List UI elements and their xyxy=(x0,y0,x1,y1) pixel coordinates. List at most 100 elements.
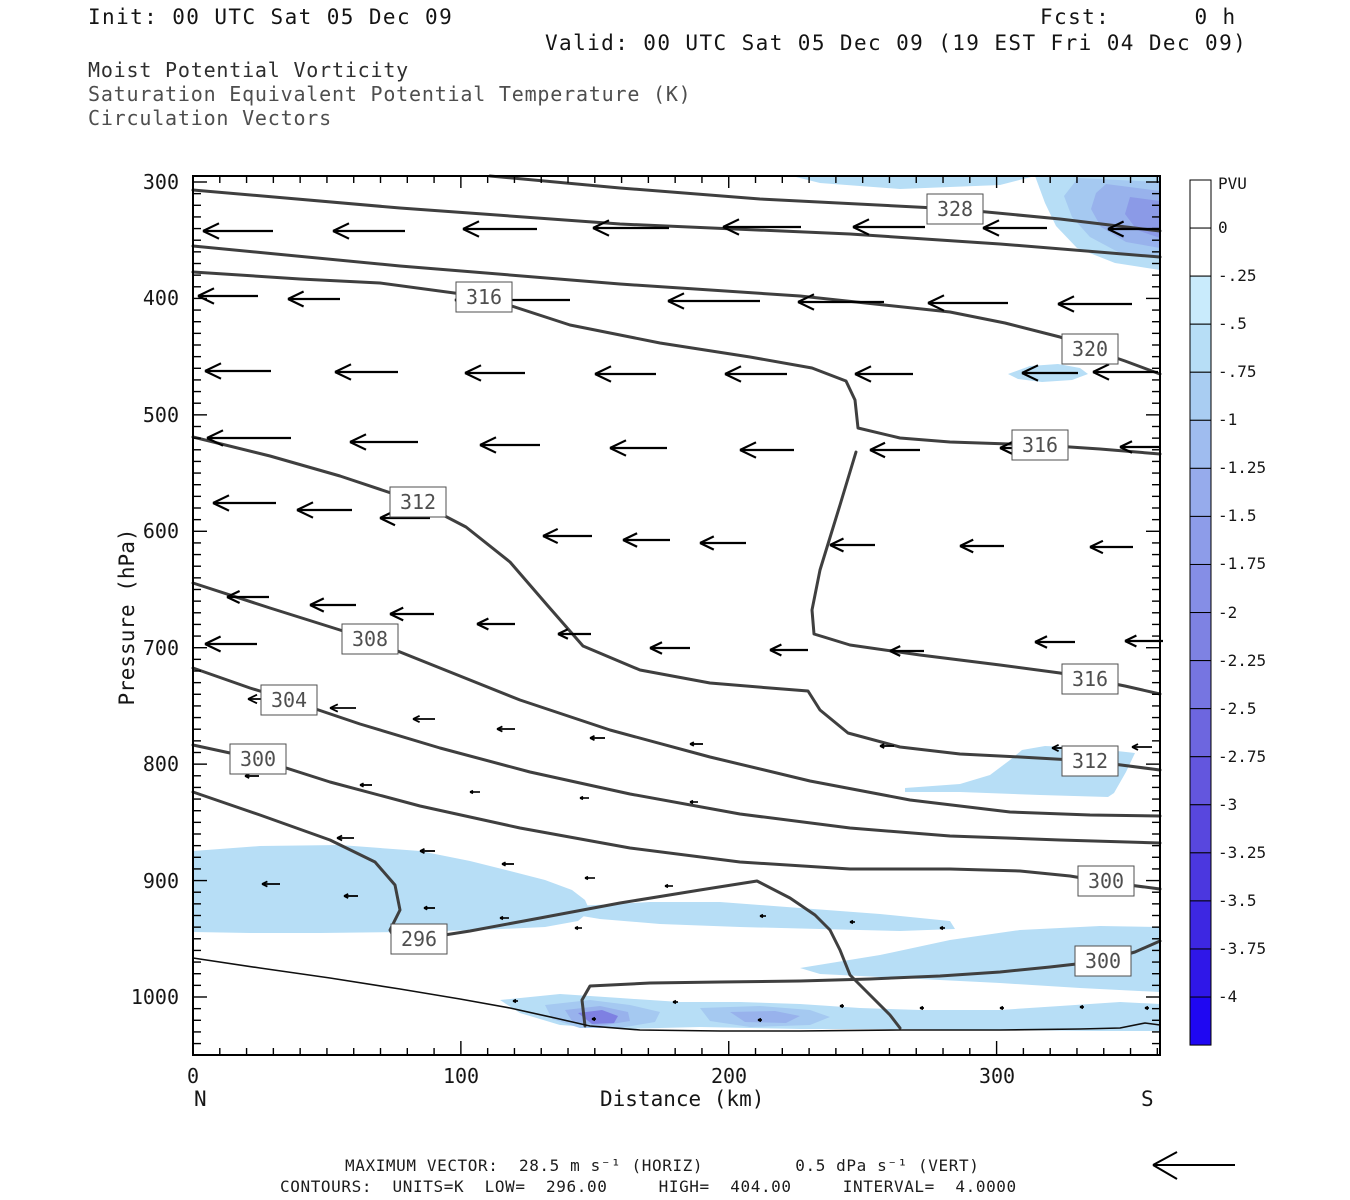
circulation-vector xyxy=(389,606,434,622)
colorbar-segment xyxy=(1189,708,1212,758)
circulation-vector xyxy=(501,861,514,867)
svg-text:316: 316 xyxy=(1022,433,1058,457)
reference-vector-arrow xyxy=(1152,1151,1235,1180)
max-vector-label: MAXIMUM VECTOR: 28.5 m s⁻¹ (HORIZ) 0.5 d… xyxy=(345,1156,980,1175)
colorbar-tick-label: -2 xyxy=(1218,603,1238,622)
colorbar-tick-label: -2.75 xyxy=(1218,747,1267,766)
colorbar-tick-label: -3.5 xyxy=(1218,891,1257,910)
colorbar-tick-label: -4 xyxy=(1218,987,1238,1006)
colorbar-tick-label: -1.25 xyxy=(1218,458,1267,477)
theta-contour-line xyxy=(191,435,1162,772)
circulation-vector xyxy=(919,1005,924,1011)
theta-contour-line xyxy=(191,244,1162,376)
circulation-vector xyxy=(839,1003,844,1009)
valid-time-label: Valid: 00 UTC Sat 05 Dec 09 (19 EST Fri … xyxy=(545,31,1248,55)
colorbar-tick-label: -2.5 xyxy=(1218,699,1257,718)
contour-label: 316 xyxy=(1011,429,1069,461)
colorbar-segment xyxy=(1189,515,1212,565)
circulation-vector xyxy=(574,925,582,931)
circulation-vector xyxy=(412,715,435,723)
theta-contour-line xyxy=(191,790,902,1030)
contour-label: 320 xyxy=(1061,333,1119,365)
y-tick-label: 700 xyxy=(142,636,179,660)
circulation-vector xyxy=(664,883,673,889)
circulation-vector xyxy=(343,893,358,899)
plot-title-3: Circulation Vectors xyxy=(88,106,332,130)
circulation-vector xyxy=(1124,634,1163,648)
colorbar-segment xyxy=(1189,563,1212,614)
x-tick-label: 300 xyxy=(978,1064,1016,1088)
colorbar-segment xyxy=(1189,804,1212,854)
x-axis-title: Distance (km) xyxy=(600,1087,765,1111)
circulation-vector xyxy=(479,436,540,454)
svg-text:300: 300 xyxy=(240,747,276,771)
contour-label: 296 xyxy=(390,923,448,955)
circulation-vector xyxy=(1034,635,1075,649)
colorbar-tick-label: -1.75 xyxy=(1218,554,1267,573)
circulation-vector xyxy=(689,799,698,805)
colorbar-tick-label: -.5 xyxy=(1218,314,1247,333)
circulation-vector xyxy=(1057,295,1132,313)
colorbar-tick-label: -3 xyxy=(1218,795,1238,814)
circulation-vector xyxy=(1131,743,1152,751)
circulation-vector xyxy=(197,287,258,305)
circulation-vector xyxy=(1107,220,1160,238)
circulation-vector xyxy=(204,362,271,380)
colorbar-tick-label: -3.25 xyxy=(1218,843,1267,862)
contour-label: 316 xyxy=(455,281,513,313)
svg-text:328: 328 xyxy=(937,197,973,221)
circulation-vector xyxy=(797,293,884,311)
contour-label: 304 xyxy=(260,684,318,716)
theta-contour-line xyxy=(810,450,1162,696)
y-tick-label: 600 xyxy=(142,519,179,543)
plot-border xyxy=(192,175,1161,1056)
x-axis-north-label: N xyxy=(194,1087,207,1111)
x-axis-south-label: S xyxy=(1141,1087,1154,1111)
circulation-vector xyxy=(204,635,257,653)
circulation-vector xyxy=(296,501,352,519)
circulation-vector xyxy=(499,915,509,921)
circulation-vector xyxy=(849,919,855,925)
circulation-vector xyxy=(334,363,398,381)
contour-label: 308 xyxy=(341,623,399,655)
circulation-vector xyxy=(609,439,667,457)
circulation-vector xyxy=(462,220,537,238)
contour-label: 300 xyxy=(229,743,287,775)
y-tick-label: 400 xyxy=(142,286,179,310)
colorbar-tick-label: 0 xyxy=(1218,218,1228,237)
mpv-shading-region xyxy=(792,176,1035,189)
circulation-vector xyxy=(959,538,1004,554)
svg-text:300: 300 xyxy=(1085,949,1121,973)
circulation-vector xyxy=(202,222,273,240)
circulation-vector xyxy=(982,219,1047,237)
circulation-vector xyxy=(689,741,703,747)
circulation-vector xyxy=(464,364,525,382)
circulation-vector xyxy=(512,998,518,1004)
colorbar-segment xyxy=(1189,419,1212,469)
circulation-vector xyxy=(1079,1004,1084,1010)
colorbar-segment xyxy=(1189,900,1212,950)
circulation-vector xyxy=(739,441,794,459)
circulation-vector xyxy=(419,848,435,854)
colorbar-segment xyxy=(1189,612,1212,662)
circulation-vector xyxy=(1021,364,1078,382)
y-tick-label: 500 xyxy=(142,403,179,427)
mpv-shading-region xyxy=(800,926,1160,992)
svg-text:312: 312 xyxy=(1072,749,1108,773)
x-tick-label: 0 xyxy=(186,1064,200,1088)
svg-text:296: 296 xyxy=(401,927,437,951)
colorbar-segment xyxy=(1189,227,1212,277)
y-tick-label: 900 xyxy=(142,869,179,893)
y-tick-label: 1000 xyxy=(130,985,179,1009)
circulation-vector xyxy=(591,1016,596,1022)
x-tick-label: 200 xyxy=(710,1064,748,1088)
theta-contour-line xyxy=(191,188,1162,259)
circulation-vector xyxy=(261,880,280,888)
svg-text:320: 320 xyxy=(1072,337,1108,361)
contour-label: 300 xyxy=(1077,865,1135,897)
circulation-vector xyxy=(226,589,269,605)
circulation-vector xyxy=(879,743,894,749)
circulation-vector xyxy=(649,641,690,655)
contour-label: 300 xyxy=(1074,945,1132,977)
